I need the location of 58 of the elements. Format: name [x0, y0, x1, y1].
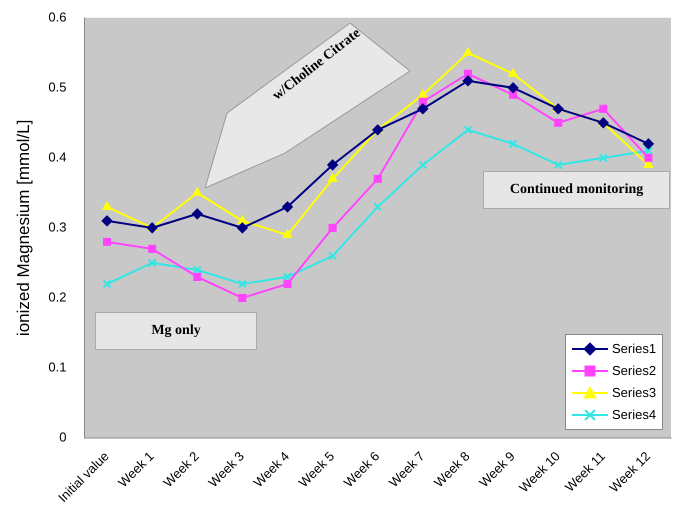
- point: [193, 272, 202, 281]
- point: [599, 104, 608, 113]
- y-tick-label: 0.3: [48, 219, 66, 234]
- point: [102, 201, 112, 210]
- point: [554, 118, 562, 127]
- point: [463, 47, 473, 56]
- point: [146, 222, 158, 234]
- point: [508, 68, 518, 77]
- point: [374, 174, 382, 183]
- point: [328, 251, 338, 260]
- point: [418, 89, 428, 98]
- point: [598, 117, 609, 128]
- y-tick-label: 0.1: [48, 360, 66, 375]
- point: [463, 125, 473, 134]
- y-tick-label: 0.6: [48, 9, 66, 24]
- point: [418, 160, 428, 170]
- point: [238, 294, 246, 302]
- legend-label: Series2: [612, 363, 656, 378]
- point: [598, 153, 608, 162]
- y-tick-label: 0: [59, 430, 66, 445]
- y-axis-title: ionized Magnesium [mmol/L]: [14, 120, 33, 336]
- y-tick-label: 0.2: [48, 290, 66, 304]
- point: [554, 160, 563, 170]
- point: [552, 103, 564, 114]
- text-box: Mg only: [95, 312, 258, 350]
- y-tick-label: 0.4: [48, 149, 66, 164]
- point: [238, 279, 247, 288]
- point: [373, 202, 382, 212]
- point: [417, 103, 428, 114]
- point: [327, 159, 338, 170]
- point: [238, 215, 248, 224]
- point: [102, 215, 113, 226]
- legend-label: Series3: [612, 385, 656, 400]
- point: [148, 244, 156, 253]
- point: [192, 187, 202, 196]
- point: [283, 280, 292, 288]
- point: [644, 154, 652, 162]
- point: [102, 238, 112, 246]
- point: [462, 75, 474, 86]
- point: [282, 201, 293, 212]
- point: [192, 265, 202, 274]
- point: [236, 222, 248, 234]
- y-tick-label: 0.5: [48, 79, 66, 94]
- legend-label: Series4: [612, 407, 656, 422]
- point: [102, 279, 112, 288]
- point: [148, 258, 157, 268]
- legend-label: Series1: [612, 341, 656, 356]
- point: [642, 138, 654, 150]
- point: [508, 139, 518, 148]
- point: [282, 229, 292, 238]
- text-box: Continued monitoring: [483, 171, 670, 210]
- point: [508, 82, 519, 94]
- point: [328, 224, 337, 232]
- point: [372, 124, 384, 136]
- point: [282, 272, 292, 282]
- point: [328, 173, 338, 182]
- point: [509, 90, 518, 99]
- point: [192, 208, 203, 220]
